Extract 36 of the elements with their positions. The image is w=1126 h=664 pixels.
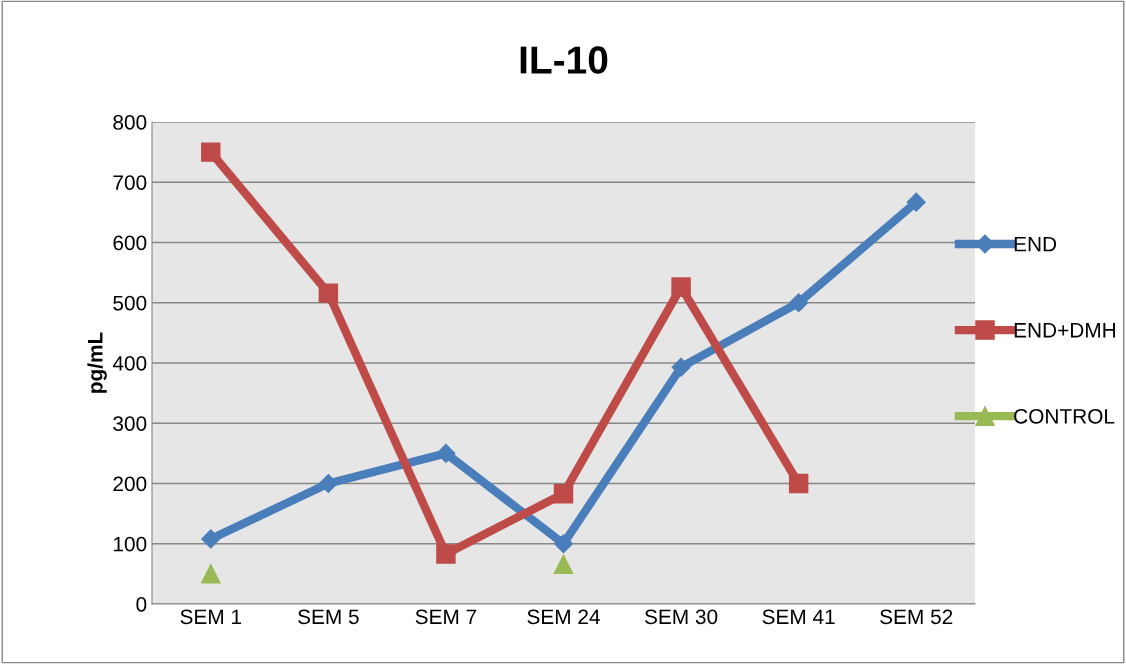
y-axis-title: pg/mL: [87, 332, 107, 393]
chart-title: IL-10: [520, 46, 608, 74]
x-tick-label: SEM 5: [298, 609, 359, 625]
x-tick-label: SEM 1: [180, 609, 242, 625]
y-tick-label: 300: [113, 416, 147, 431]
y-tick-label: 500: [113, 295, 147, 311]
y-tick-label: 100: [113, 536, 147, 552]
y-tick-label: 0: [136, 597, 147, 612]
y-tick-label: 700: [113, 175, 147, 190]
point: [553, 534, 574, 554]
point: [201, 529, 221, 549]
x-tick-label: SEM 52: [880, 609, 953, 625]
y-tick-label: 800: [113, 115, 147, 130]
point: [906, 192, 926, 212]
point: [318, 283, 339, 303]
point: [553, 484, 574, 504]
point: [318, 473, 338, 494]
x-tick-label: SEM 24: [527, 609, 600, 625]
point: [553, 554, 574, 574]
y-tick-label: 200: [113, 476, 147, 492]
legend-label: END: [1014, 236, 1057, 252]
x-tick-label: SEM 30: [644, 609, 718, 625]
point: [201, 564, 221, 584]
point: [436, 443, 456, 463]
point: [788, 473, 809, 494]
y-tick-label: 600: [113, 235, 147, 251]
y-tick-label: 400: [112, 356, 147, 371]
point: [789, 293, 809, 313]
x-tick-label: SEM 41: [762, 609, 835, 625]
legend-label: CONTROL: [1014, 408, 1115, 424]
point: [436, 544, 456, 564]
point: [671, 357, 691, 377]
point: [201, 142, 221, 162]
x-tick-label: SEM 7: [415, 609, 477, 625]
point: [671, 277, 691, 297]
legend-label: END+DMH: [1014, 323, 1116, 338]
